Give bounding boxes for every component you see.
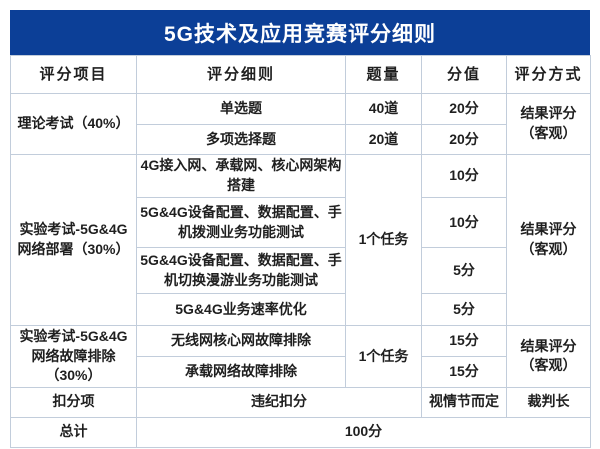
cell-detail: 5G&4G业务速率优化 bbox=[136, 293, 346, 326]
method-line: 结果评分 bbox=[520, 337, 577, 354]
method-line: 结果评分 bbox=[520, 221, 577, 238]
cell-score: 20分 bbox=[421, 93, 507, 125]
col-header-project: 评分项目 bbox=[10, 55, 137, 94]
cell-detail: 5G&4G设备配置、数据配置、手机切换漫游业务功能测试 bbox=[136, 247, 346, 294]
table-row: 实验考试-5G&4G网络部署（30%） 4G接入网、承载网、核心网架构搭建 1个… bbox=[10, 154, 591, 326]
page-title: 5G技术及应用竞赛评分细则 bbox=[163, 22, 436, 46]
cell-quantity: 1个任务 bbox=[345, 325, 422, 388]
table-header-row: 评分项目 评分细则 题量 分值 评分方式 bbox=[10, 55, 591, 94]
cell-section-deployment: 实验考试-5G&4G网络部署（30%） bbox=[10, 154, 137, 326]
table-row: 5G&4G设备配置、数据配置、手机拨测业务功能测试 10分 bbox=[11, 197, 591, 248]
cell-method: 结果评分 （客观） bbox=[506, 154, 591, 326]
method-line: 结果评分 bbox=[520, 105, 577, 122]
table-row: 5G&4G业务速率优化 5分 bbox=[11, 293, 591, 326]
cell-section-troubleshooting: 实验考试-5G&4G网络故障排除（30%） bbox=[10, 325, 137, 388]
table-row: 多项选择题 20道 20分 bbox=[11, 124, 591, 155]
cell-score: 15分 bbox=[421, 325, 507, 357]
cell-method: 结果评分 （客观） bbox=[506, 325, 591, 388]
cell-total-value: 100分 bbox=[136, 416, 591, 448]
cell-deduction-name: 扣分项 bbox=[10, 386, 137, 418]
cell-score: 15分 bbox=[421, 355, 507, 388]
table-row: 理论考试（40%） 单选题 40道 20分 结果评分 （客观） bbox=[10, 93, 591, 155]
cell-detail: 单选题 bbox=[136, 93, 346, 125]
cell-deduction-detail: 违纪扣分 bbox=[136, 386, 422, 418]
cell-method: 结果评分 （客观） bbox=[506, 93, 591, 155]
cell-detail: 承载网络故障排除 bbox=[136, 355, 346, 388]
cell-score: 5分 bbox=[421, 247, 507, 294]
cell-detail: 5G&4G设备配置、数据配置、手机拨测业务功能测试 bbox=[136, 197, 346, 248]
cell-detail: 多项选择题 bbox=[136, 124, 346, 155]
cell-deduction-score: 视情节而定 bbox=[421, 386, 507, 418]
col-header-method: 评分方式 bbox=[506, 55, 591, 94]
method-line: （客观） bbox=[520, 241, 577, 257]
cell-quantity: 20道 bbox=[345, 124, 422, 155]
cell-score: 20分 bbox=[421, 124, 507, 155]
cell-section-theory: 理论考试（40%） bbox=[10, 93, 137, 155]
table-row: 扣分项 违纪扣分 视情节而定 裁判长 bbox=[10, 386, 591, 418]
cell-total-name: 总计 bbox=[10, 416, 137, 448]
method-line: （客观） bbox=[520, 125, 577, 141]
table-row: 实验考试-5G&4G网络故障排除（30%） 无线网核心网故障排除 1个任务 15… bbox=[10, 325, 591, 388]
scoring-table: 评分项目 评分细则 题量 分值 评分方式 理论考试（40%） 单选题 40道 2… bbox=[10, 55, 591, 448]
cell-deduction-method: 裁判长 bbox=[506, 386, 591, 418]
cell-score: 5分 bbox=[421, 293, 507, 326]
table-row: 总计 100分 bbox=[10, 416, 591, 448]
table-row: 承载网络故障排除 15分 bbox=[11, 355, 591, 388]
cell-quantity: 40道 bbox=[345, 93, 422, 125]
cell-score: 10分 bbox=[421, 154, 507, 198]
method-line: （客观） bbox=[520, 357, 577, 374]
cell-quantity: 1个任务 bbox=[345, 154, 422, 326]
col-header-quantity: 题量 bbox=[345, 55, 422, 94]
cell-detail: 无线网核心网故障排除 bbox=[136, 325, 346, 357]
title-bar: 5G技术及应用竞赛评分细则 bbox=[10, 10, 590, 55]
cell-score: 10分 bbox=[421, 197, 507, 248]
cell-detail: 4G接入网、承载网、核心网架构搭建 bbox=[136, 154, 346, 198]
col-header-detail: 评分细则 bbox=[136, 55, 346, 94]
col-header-score: 分值 bbox=[421, 55, 507, 94]
